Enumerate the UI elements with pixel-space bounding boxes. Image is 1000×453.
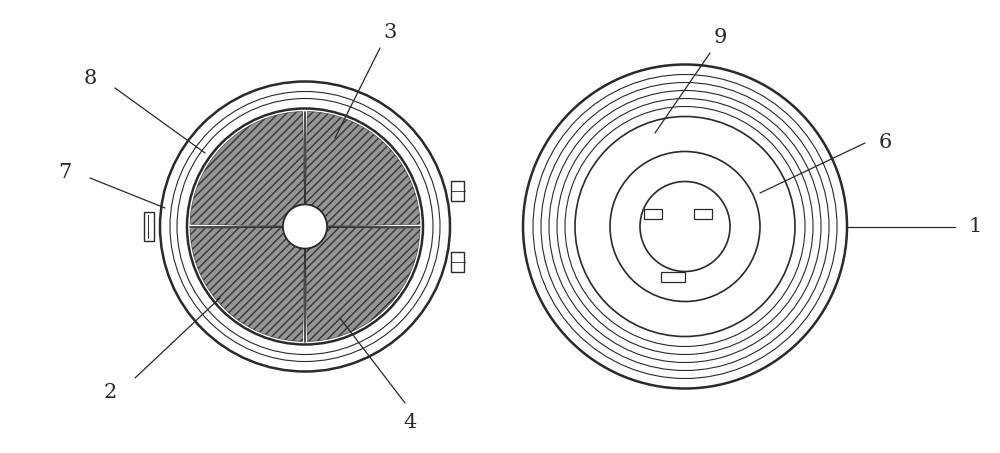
Bar (661, 271, 685, 281)
Text: 2: 2 (103, 384, 117, 403)
Polygon shape (305, 227, 420, 342)
Text: 6: 6 (878, 134, 892, 153)
Polygon shape (190, 227, 305, 342)
Text: 8: 8 (83, 68, 97, 87)
Text: 9: 9 (713, 29, 727, 48)
Circle shape (283, 204, 327, 249)
Bar (451, 181, 464, 201)
Text: 4: 4 (403, 414, 417, 433)
Bar (694, 209, 712, 220)
Bar (451, 252, 464, 272)
Bar (144, 212, 154, 241)
Polygon shape (305, 111, 420, 226)
Text: 3: 3 (383, 24, 397, 43)
Polygon shape (190, 111, 305, 226)
Circle shape (283, 204, 327, 249)
Text: 7: 7 (58, 164, 72, 183)
Bar (644, 209, 662, 220)
Text: 1: 1 (968, 217, 982, 236)
